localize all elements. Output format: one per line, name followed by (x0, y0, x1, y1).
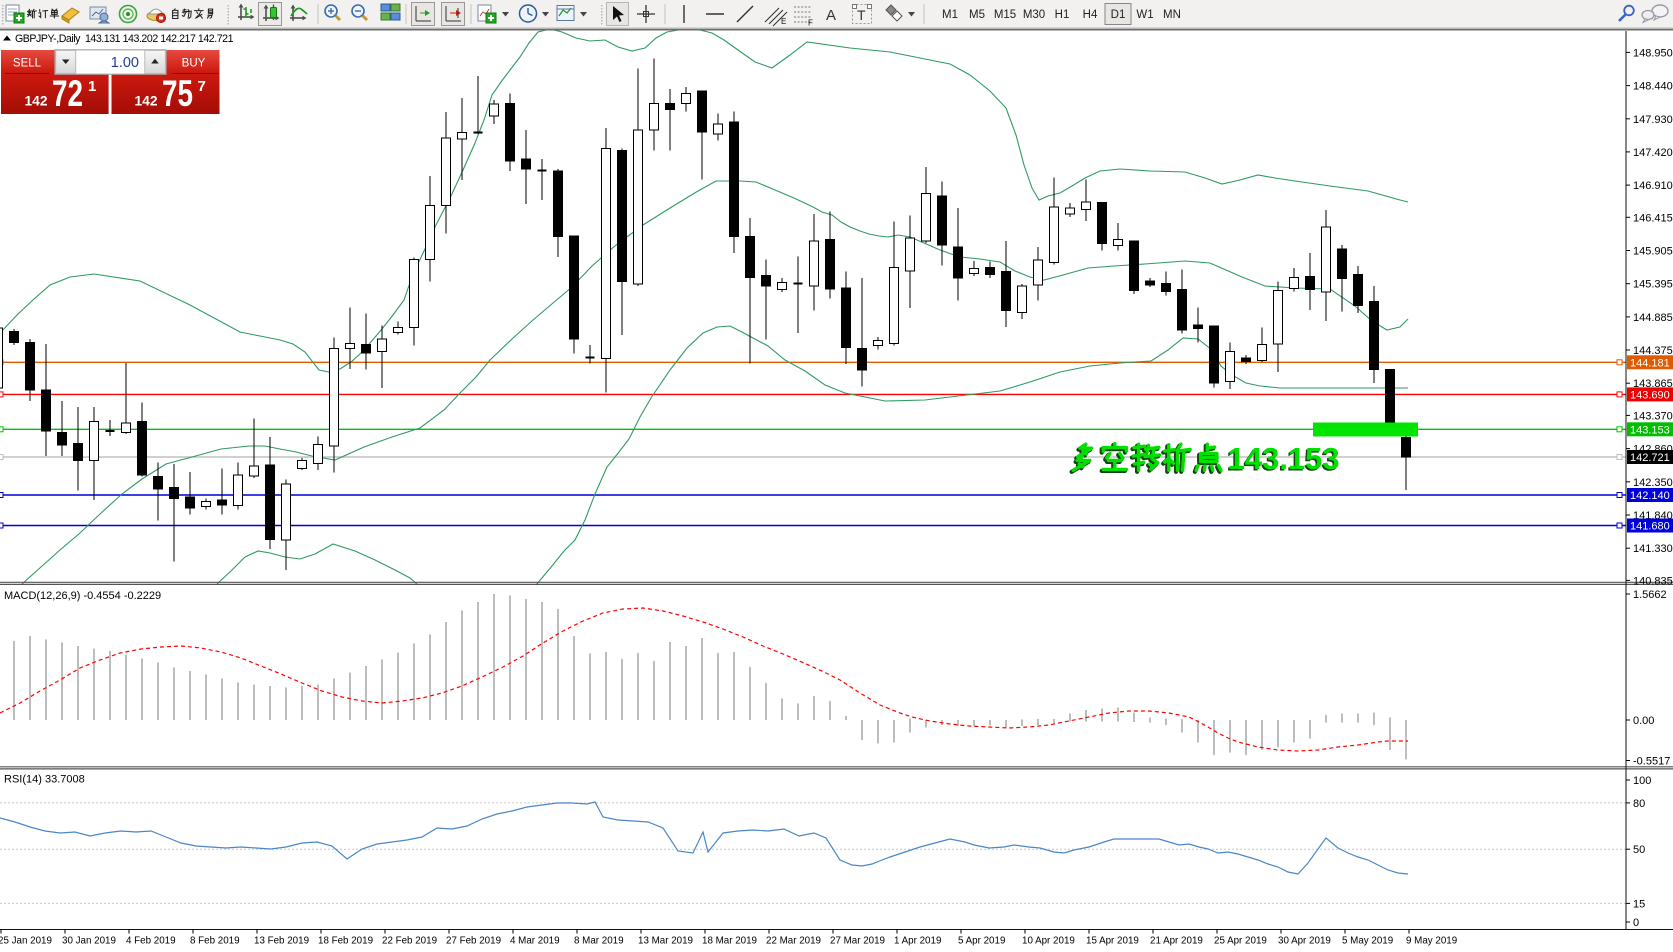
svg-text:0.00: 0.00 (1633, 715, 1654, 727)
svg-text:80: 80 (1633, 798, 1645, 810)
svg-text:GBPJPY-,Daily 143.131 143.202: GBPJPY-,Daily 143.131 143.202 142.217 14… (15, 33, 234, 45)
svg-text:M5: M5 (969, 9, 985, 21)
svg-text:7: 7 (198, 78, 206, 95)
svg-text:141.680: 141.680 (1630, 521, 1670, 533)
svg-text:9 May 2019: 9 May 2019 (1406, 936, 1457, 947)
svg-text:1: 1 (88, 78, 96, 95)
svg-text:22 Feb 2019: 22 Feb 2019 (382, 936, 437, 947)
svg-text:RSI(14) 33.7008: RSI(14) 33.7008 (4, 774, 85, 786)
svg-text:4 Feb 2019: 4 Feb 2019 (126, 936, 176, 947)
svg-text:13 Feb 2019: 13 Feb 2019 (254, 936, 309, 947)
svg-text:22 Mar 2019: 22 Mar 2019 (766, 936, 821, 947)
svg-text:142.721: 142.721 (1630, 452, 1670, 464)
svg-text:30 Jan 2019: 30 Jan 2019 (62, 936, 116, 947)
svg-text:M30: M30 (1023, 9, 1045, 21)
svg-text:143.690: 143.690 (1630, 389, 1670, 401)
svg-text:M15: M15 (994, 9, 1016, 21)
svg-text:BUY: BUY (182, 58, 206, 70)
svg-text:MACD(12,26,9) -0.4554 -0.2229: MACD(12,26,9) -0.4554 -0.2229 (4, 590, 161, 602)
svg-text:M1: M1 (942, 9, 958, 21)
svg-text:27 Feb 2019: 27 Feb 2019 (446, 936, 501, 947)
svg-text:143.865: 143.865 (1633, 378, 1673, 390)
svg-text:1.00: 1.00 (111, 55, 139, 71)
svg-text:145.395: 145.395 (1633, 279, 1673, 291)
svg-text:146.910: 146.910 (1633, 180, 1673, 192)
svg-text:147.420: 147.420 (1633, 147, 1673, 159)
svg-text:13 Mar 2019: 13 Mar 2019 (638, 936, 693, 947)
svg-text:H1: H1 (1055, 9, 1070, 21)
svg-text:142: 142 (135, 94, 158, 109)
svg-text:143.153: 143.153 (1630, 424, 1670, 436)
svg-text:1.5662: 1.5662 (1633, 589, 1667, 601)
svg-text:75: 75 (162, 72, 193, 114)
svg-text:-0.5517: -0.5517 (1633, 756, 1670, 768)
svg-text:144.885: 144.885 (1633, 312, 1673, 324)
svg-text:147.930: 147.930 (1633, 114, 1673, 126)
svg-text:10 Apr 2019: 10 Apr 2019 (1022, 936, 1075, 947)
svg-text:8 Mar 2019: 8 Mar 2019 (574, 936, 624, 947)
svg-text:1 Apr 2019: 1 Apr 2019 (894, 936, 941, 947)
svg-text:142.140: 142.140 (1630, 490, 1670, 502)
svg-text:144.181: 144.181 (1630, 357, 1670, 369)
svg-text:E: E (781, 17, 786, 26)
svg-text:30 Apr 2019: 30 Apr 2019 (1278, 936, 1331, 947)
svg-text:146.415: 146.415 (1633, 212, 1673, 224)
svg-text:D1: D1 (1111, 9, 1126, 21)
svg-text:143.153: 143.153 (1228, 441, 1340, 476)
svg-text:W1: W1 (1136, 9, 1153, 21)
svg-text:100: 100 (1633, 775, 1651, 787)
svg-text:148.440: 148.440 (1633, 81, 1673, 93)
svg-text:21 Apr 2019: 21 Apr 2019 (1150, 936, 1203, 947)
svg-text:15 Apr 2019: 15 Apr 2019 (1086, 936, 1139, 947)
svg-text:T: T (857, 7, 866, 23)
svg-text:145.905: 145.905 (1633, 246, 1673, 258)
svg-text:143.153: 143.153 (1226, 443, 1338, 478)
svg-text:141.330: 141.330 (1633, 543, 1673, 555)
svg-text:8 Feb 2019: 8 Feb 2019 (190, 936, 240, 947)
svg-text:143.370: 143.370 (1633, 410, 1673, 422)
svg-text:A: A (826, 7, 836, 24)
svg-text:H4: H4 (1083, 9, 1098, 21)
svg-text:18 Feb 2019: 18 Feb 2019 (318, 936, 373, 947)
svg-text:18 Mar 2019: 18 Mar 2019 (702, 936, 757, 947)
svg-text:140.835: 140.835 (1633, 575, 1673, 587)
svg-text:SELL: SELL (13, 58, 42, 70)
svg-text:142.350: 142.350 (1633, 477, 1673, 489)
svg-text:25 Apr 2019: 25 Apr 2019 (1214, 936, 1267, 947)
svg-text:0: 0 (1633, 917, 1639, 929)
svg-text:27 Mar 2019: 27 Mar 2019 (830, 936, 885, 947)
svg-text:MN: MN (1163, 9, 1181, 21)
svg-text:148.950: 148.950 (1633, 47, 1673, 59)
svg-text:F: F (808, 19, 813, 28)
svg-text:50: 50 (1633, 844, 1645, 856)
svg-text:4 Mar 2019: 4 Mar 2019 (510, 936, 560, 947)
svg-text:5 Apr 2019: 5 Apr 2019 (958, 936, 1005, 947)
svg-text:144.375: 144.375 (1633, 345, 1673, 357)
svg-text:72: 72 (52, 72, 83, 114)
svg-text:5 May 2019: 5 May 2019 (1342, 936, 1393, 947)
svg-text:25 Jan 2019: 25 Jan 2019 (0, 936, 52, 947)
svg-text:142: 142 (25, 94, 48, 109)
svg-text:15: 15 (1633, 898, 1645, 910)
